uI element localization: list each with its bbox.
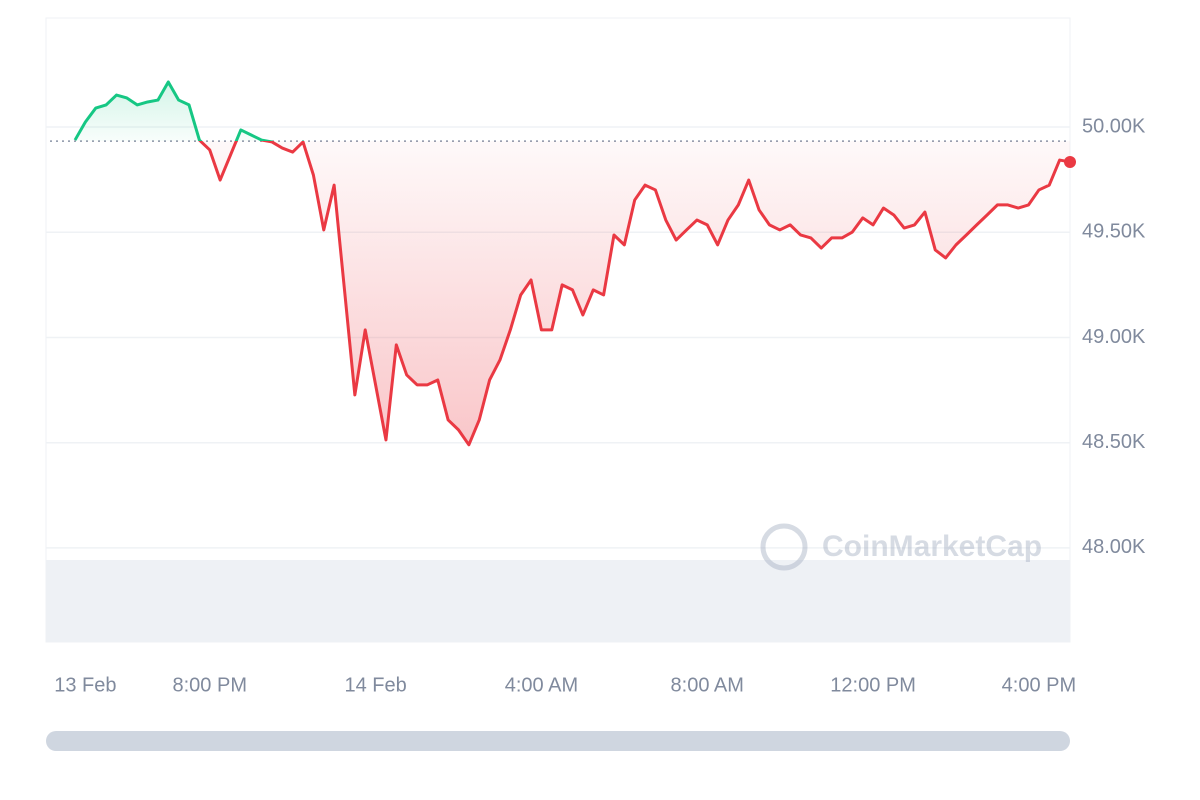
- x-tick-label: 4:00 PM: [1002, 674, 1076, 696]
- area-up: [75, 81, 1070, 142]
- y-tick-label: 50.00K: [1082, 115, 1146, 137]
- y-tick-label: 49.50K: [1082, 221, 1146, 243]
- x-tick-label: 14 Feb: [344, 674, 406, 696]
- y-tick-label: 48.00K: [1082, 536, 1146, 558]
- last-price-dot: [1064, 155, 1076, 168]
- x-tick-label: 12:00 PM: [830, 674, 916, 696]
- watermark: CoinMarketCap: [760, 523, 1042, 571]
- area-down: [200, 141, 1070, 445]
- volume-band: [46, 560, 1070, 642]
- x-tick-label: 4:00 AM: [505, 674, 578, 696]
- x-tick-label: 13 Feb: [54, 674, 116, 696]
- x-tick-label: 8:00 AM: [671, 674, 744, 696]
- y-tick-label: 48.50K: [1082, 431, 1146, 453]
- watermark-text: CoinMarketCap: [822, 530, 1042, 563]
- scrollbar[interactable]: [46, 731, 1070, 751]
- y-tick-label: 49.00K: [1082, 326, 1146, 348]
- x-tick-label: 8:00 PM: [173, 674, 247, 696]
- price-line: [73, 80, 1071, 447]
